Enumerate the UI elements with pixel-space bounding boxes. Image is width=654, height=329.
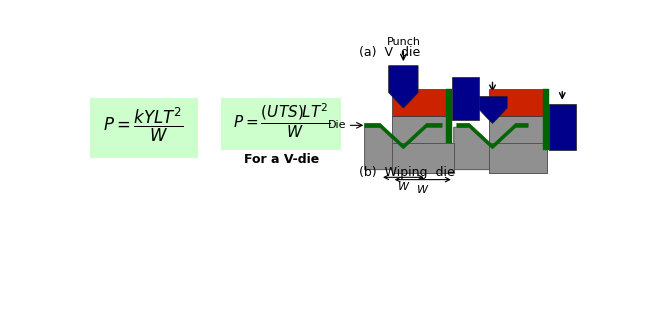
- Text: $W$: $W$: [416, 183, 430, 195]
- Text: $P = \dfrac{(UTS)LT^2}{W}$: $P = \dfrac{(UTS)LT^2}{W}$: [233, 102, 330, 140]
- Bar: [452, 77, 479, 119]
- Polygon shape: [365, 123, 442, 149]
- Text: (b)  Wiping  die: (b) Wiping die: [359, 166, 455, 179]
- Polygon shape: [478, 96, 508, 123]
- Bar: [489, 143, 547, 173]
- Polygon shape: [388, 66, 418, 108]
- Text: $W$: $W$: [397, 180, 410, 192]
- Text: $P = \dfrac{kYLT^2}{W}$: $P = \dfrac{kYLT^2}{W}$: [103, 106, 184, 144]
- Bar: [446, 89, 452, 143]
- Text: (a)  V  die: (a) V die: [359, 46, 421, 60]
- Bar: [392, 143, 454, 173]
- Polygon shape: [454, 127, 531, 170]
- Bar: [392, 89, 446, 116]
- Text: For a V-die: For a V-die: [244, 153, 319, 166]
- Text: Die: Die: [328, 120, 346, 130]
- Bar: [543, 89, 549, 150]
- Text: Punch: Punch: [387, 37, 421, 47]
- Polygon shape: [365, 127, 442, 170]
- Polygon shape: [457, 123, 528, 149]
- Bar: [489, 116, 543, 143]
- Bar: [489, 89, 543, 116]
- Bar: [221, 98, 341, 150]
- Bar: [90, 98, 198, 158]
- Bar: [392, 116, 446, 143]
- Bar: [549, 104, 576, 150]
